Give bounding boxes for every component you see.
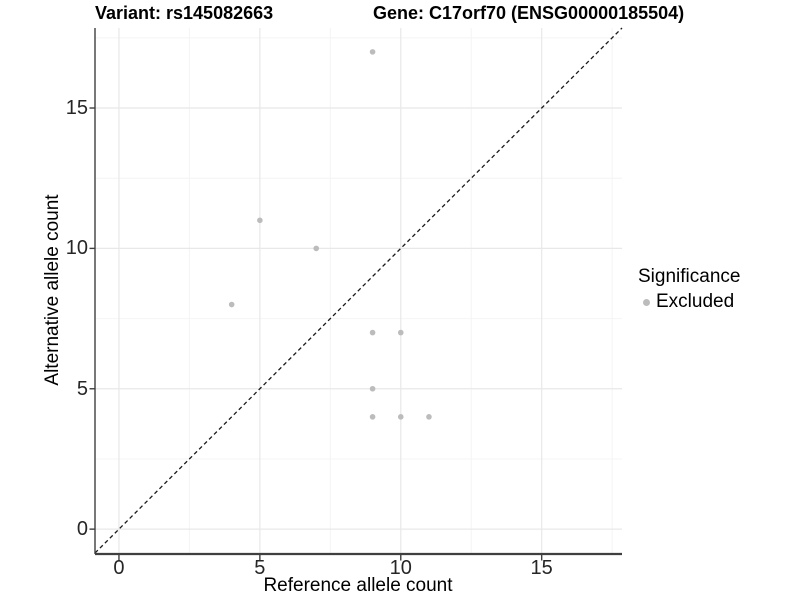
legend-title: Significance	[638, 266, 741, 287]
identity-line	[94, 27, 623, 554]
axis-lines	[94, 28, 622, 556]
data-point	[369, 49, 376, 55]
y-tick-label: 10	[65, 237, 88, 260]
x-axis-title: Reference allele count	[263, 575, 453, 596]
legend-item-excluded: Excluded	[638, 291, 740, 313]
y-tick-label: 0	[76, 518, 88, 541]
data-point	[397, 414, 404, 420]
axis-tick-marks	[89, 107, 543, 561]
y-axis-title: Alternative allele count	[42, 194, 63, 386]
excluded-point-icon	[643, 298, 650, 306]
data-point	[369, 414, 376, 420]
data-points	[228, 49, 432, 420]
data-point	[426, 414, 432, 420]
variant-title: Variant: rs145082663	[95, 3, 274, 23]
legend: Significance Excluded	[638, 265, 740, 313]
data-point	[369, 329, 376, 336]
y-tick-label: 15	[65, 97, 88, 119]
data-point	[228, 301, 235, 308]
x-tick-label: 5	[254, 557, 266, 579]
x-tick-label: 10	[389, 557, 412, 579]
gene-title: Gene: C17orf70 (ENSG00000185504)	[373, 3, 685, 23]
x-tick-label: 0	[113, 557, 125, 579]
data-point	[257, 217, 263, 224]
grid-minor	[95, 28, 622, 553]
data-point	[369, 385, 376, 392]
grid-major	[95, 28, 622, 553]
data-point	[313, 245, 320, 252]
x-tick-label: 15	[530, 557, 553, 579]
legend-item-label: Excluded	[656, 291, 735, 312]
y-tick-label: 5	[76, 377, 88, 400]
data-point	[397, 329, 404, 336]
